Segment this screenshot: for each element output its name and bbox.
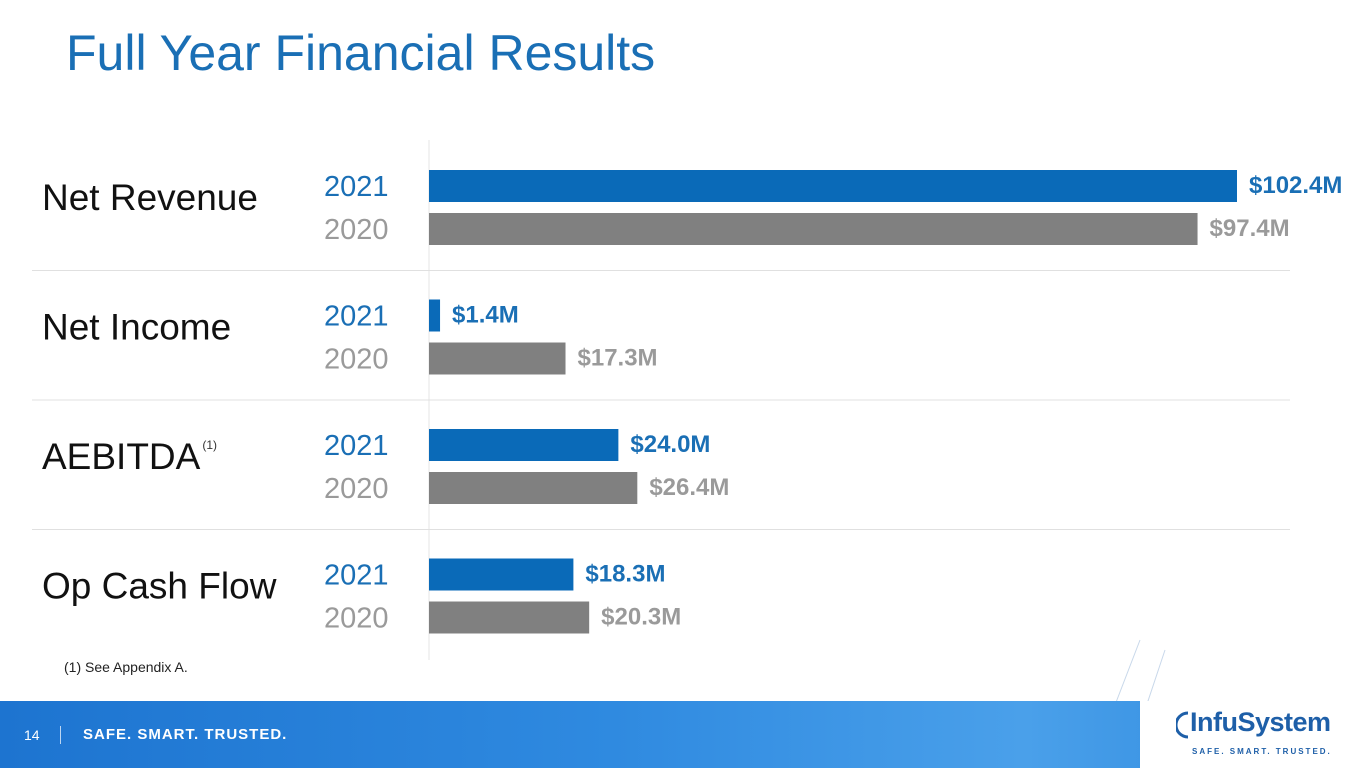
metric-superscript: (1) bbox=[202, 438, 217, 452]
bar-2020 bbox=[429, 213, 1198, 245]
year-tick-label: 2020 bbox=[324, 473, 389, 505]
bar-value-label: $24.0M bbox=[630, 431, 710, 458]
logo-arc-icon bbox=[1176, 711, 1189, 739]
metric-group: Net Income 2021 $1.4M 2020 $17.3M bbox=[32, 299, 1290, 401]
year-tick-label: 2021 bbox=[324, 301, 389, 333]
bar-value-label: $102.4M bbox=[1249, 172, 1342, 199]
slide-title: Full Year Financial Results bbox=[66, 25, 656, 81]
bar-2021 bbox=[429, 429, 619, 461]
bar-value-label: $20.3M bbox=[601, 604, 681, 631]
year-tick-label: 2020 bbox=[324, 214, 389, 246]
year-tick-label: 2021 bbox=[324, 430, 389, 462]
bar-2021 bbox=[429, 558, 574, 591]
metric-group: AEBITDA (1) 2021 $24.0M 2020 $26.4M bbox=[32, 429, 1290, 530]
footer-tagline: SAFE. SMART. TRUSTED. bbox=[83, 726, 288, 743]
page-number: 14 bbox=[24, 727, 40, 743]
footer-separator bbox=[60, 726, 61, 744]
logo: InfuSystem SAFE. SMART. TRUSTED. bbox=[1140, 701, 1365, 768]
bar-value-label: $1.4M bbox=[452, 302, 519, 329]
bar-2020 bbox=[429, 342, 566, 375]
bar-value-label: $97.4M bbox=[1210, 215, 1290, 242]
bar-chart: Net Revenue 2021 $102.4M 2020 $97.4M Net Inco… bbox=[32, 140, 1342, 660]
metric-label: Net Income bbox=[42, 307, 231, 348]
metric-label: Op Cash Flow bbox=[42, 566, 277, 607]
bar-2020 bbox=[429, 472, 638, 504]
year-tick-label: 2021 bbox=[324, 560, 389, 592]
bar-2020 bbox=[429, 601, 590, 634]
footnote: (1) See Appendix A. bbox=[64, 659, 188, 675]
bar-2021 bbox=[429, 299, 441, 332]
year-tick-label: 2021 bbox=[324, 171, 389, 203]
bar-value-label: $26.4M bbox=[649, 474, 729, 501]
bar-2021 bbox=[429, 170, 1237, 202]
logo-text: InfuSystem bbox=[1190, 707, 1331, 737]
metric-label: AEBITDA bbox=[42, 436, 201, 477]
logo-tagline: SAFE. SMART. TRUSTED. bbox=[1192, 747, 1332, 756]
bar-value-label: $18.3M bbox=[585, 561, 665, 588]
year-tick-label: 2020 bbox=[324, 344, 389, 376]
year-tick-label: 2020 bbox=[324, 603, 389, 635]
bar-value-label: $17.3M bbox=[578, 345, 658, 372]
metric-group: Net Revenue 2021 $102.4M 2020 $97.4M bbox=[32, 170, 1342, 271]
metric-group: Op Cash Flow 2021 $18.3M 2020 $20.3M bbox=[42, 558, 681, 635]
metric-label: Net Revenue bbox=[42, 177, 258, 218]
footer-bar: 14 SAFE. SMART. TRUSTED. InfuSystem SAFE… bbox=[0, 701, 1365, 768]
